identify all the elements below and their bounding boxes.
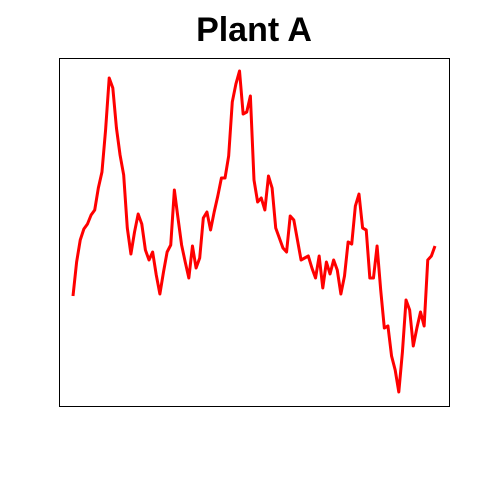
data-line bbox=[71, 69, 437, 394]
chart-title: Plant A bbox=[196, 11, 312, 49]
plot-frame bbox=[59, 58, 450, 407]
